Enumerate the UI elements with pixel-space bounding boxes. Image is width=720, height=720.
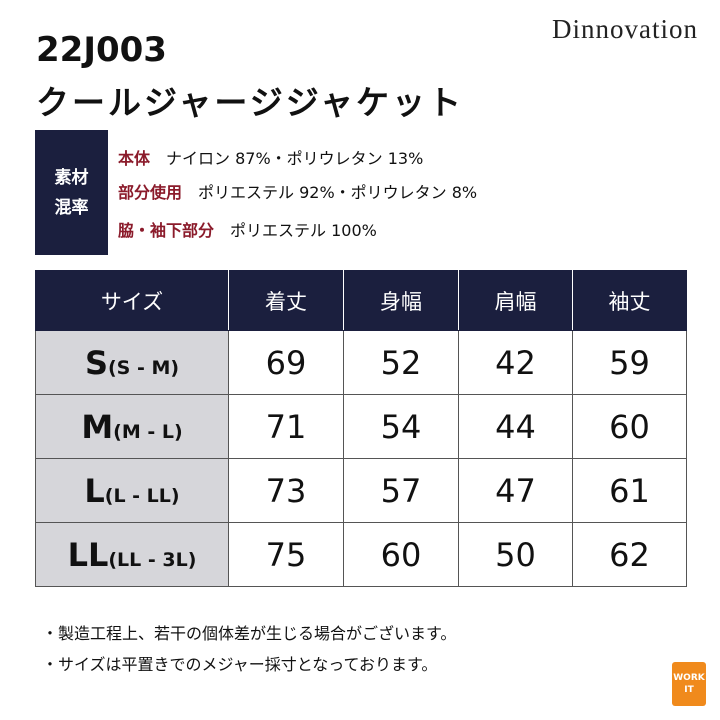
value-cell: 62 (572, 522, 687, 587)
material-composition: ポリエステル 92%・ポリウレタン 8% (198, 183, 478, 202)
size-row: S(S - M) 69 52 42 59 (35, 330, 687, 395)
header-cell: 袖丈 (572, 270, 687, 331)
size-table: サイズ 着丈 身幅 肩幅 袖丈 S(S - M) 69 52 42 59 M(M - L) 71 54 4… (35, 270, 687, 587)
product-code: 22J003 (36, 30, 167, 70)
size-name: LL (67, 535, 109, 574)
size-row: L(L - LL) 73 57 47 61 (35, 458, 687, 523)
value-cell: 60 (572, 394, 687, 459)
value-cell: 44 (458, 394, 573, 459)
material-composition: ナイロン 87%・ポリウレタン 13% (166, 149, 424, 168)
material-row: 本体 ナイロン 87%・ポリウレタン 13% (118, 145, 423, 169)
size-name: S (84, 343, 108, 382)
value-cell: 47 (458, 458, 573, 523)
size-range: (L - LL) (104, 484, 180, 507)
value-cell: 60 (343, 522, 459, 587)
size-cell: L(L - LL) (35, 458, 229, 523)
material-row: 脇・袖下部分 ポリエステル 100% (118, 217, 377, 241)
logo-text: WORK (673, 673, 705, 683)
size-cell: LL(LL - 3L) (35, 522, 229, 587)
material-part: 本体 (118, 149, 151, 168)
value-cell: 69 (228, 330, 344, 395)
size-row: LL(LL - 3L) 75 60 50 62 (35, 522, 687, 587)
material-row: 部分使用 ポリエステル 92%・ポリウレタン 8% (118, 179, 477, 203)
value-cell: 42 (458, 330, 573, 395)
material-part: 脇・袖下部分 (118, 221, 215, 240)
size-range: (LL - 3L) (108, 548, 197, 571)
label-line: 素材 (54, 167, 89, 188)
logo-text: IT (684, 685, 694, 695)
value-cell: 61 (572, 458, 687, 523)
header-cell: 身幅 (343, 270, 459, 331)
note: ・サイズは平置きでのメジャー採寸となっております。 (42, 655, 438, 674)
value-cell: 52 (343, 330, 459, 395)
value-cell: 73 (228, 458, 344, 523)
size-row: M(M - L) 71 54 44 60 (35, 394, 687, 459)
note: ・製造工程上、若干の個体差が生じる場合がございます。 (42, 624, 457, 643)
logo: WORK IT (672, 662, 706, 706)
material-part: 部分使用 (118, 183, 183, 202)
size-name: M (81, 407, 114, 446)
value-cell: 57 (343, 458, 459, 523)
size-cell: M(M - L) (35, 394, 229, 459)
label-line: 混率 (54, 197, 89, 218)
value-cell: 50 (458, 522, 573, 587)
size-range: (S - M) (107, 356, 180, 379)
brand: Dinnovation (552, 14, 698, 44)
value-cell: 71 (228, 394, 344, 459)
header-cell: 肩幅 (458, 270, 573, 331)
value-cell: 59 (572, 330, 687, 395)
product-name: クールジャージジャケット (36, 83, 465, 122)
material-label: 素材 混率 (35, 130, 108, 255)
value-cell: 54 (343, 394, 459, 459)
size-cell: S(S - M) (35, 330, 229, 395)
size-name: L (84, 471, 105, 510)
value-cell: 75 (228, 522, 344, 587)
header-cell: サイズ (35, 270, 229, 331)
material-composition: ポリエステル 100% (230, 221, 377, 240)
size-range: (M - L) (113, 420, 183, 443)
header-cell: 着丈 (228, 270, 344, 331)
header-row: サイズ 着丈 身幅 肩幅 袖丈 (35, 270, 687, 331)
